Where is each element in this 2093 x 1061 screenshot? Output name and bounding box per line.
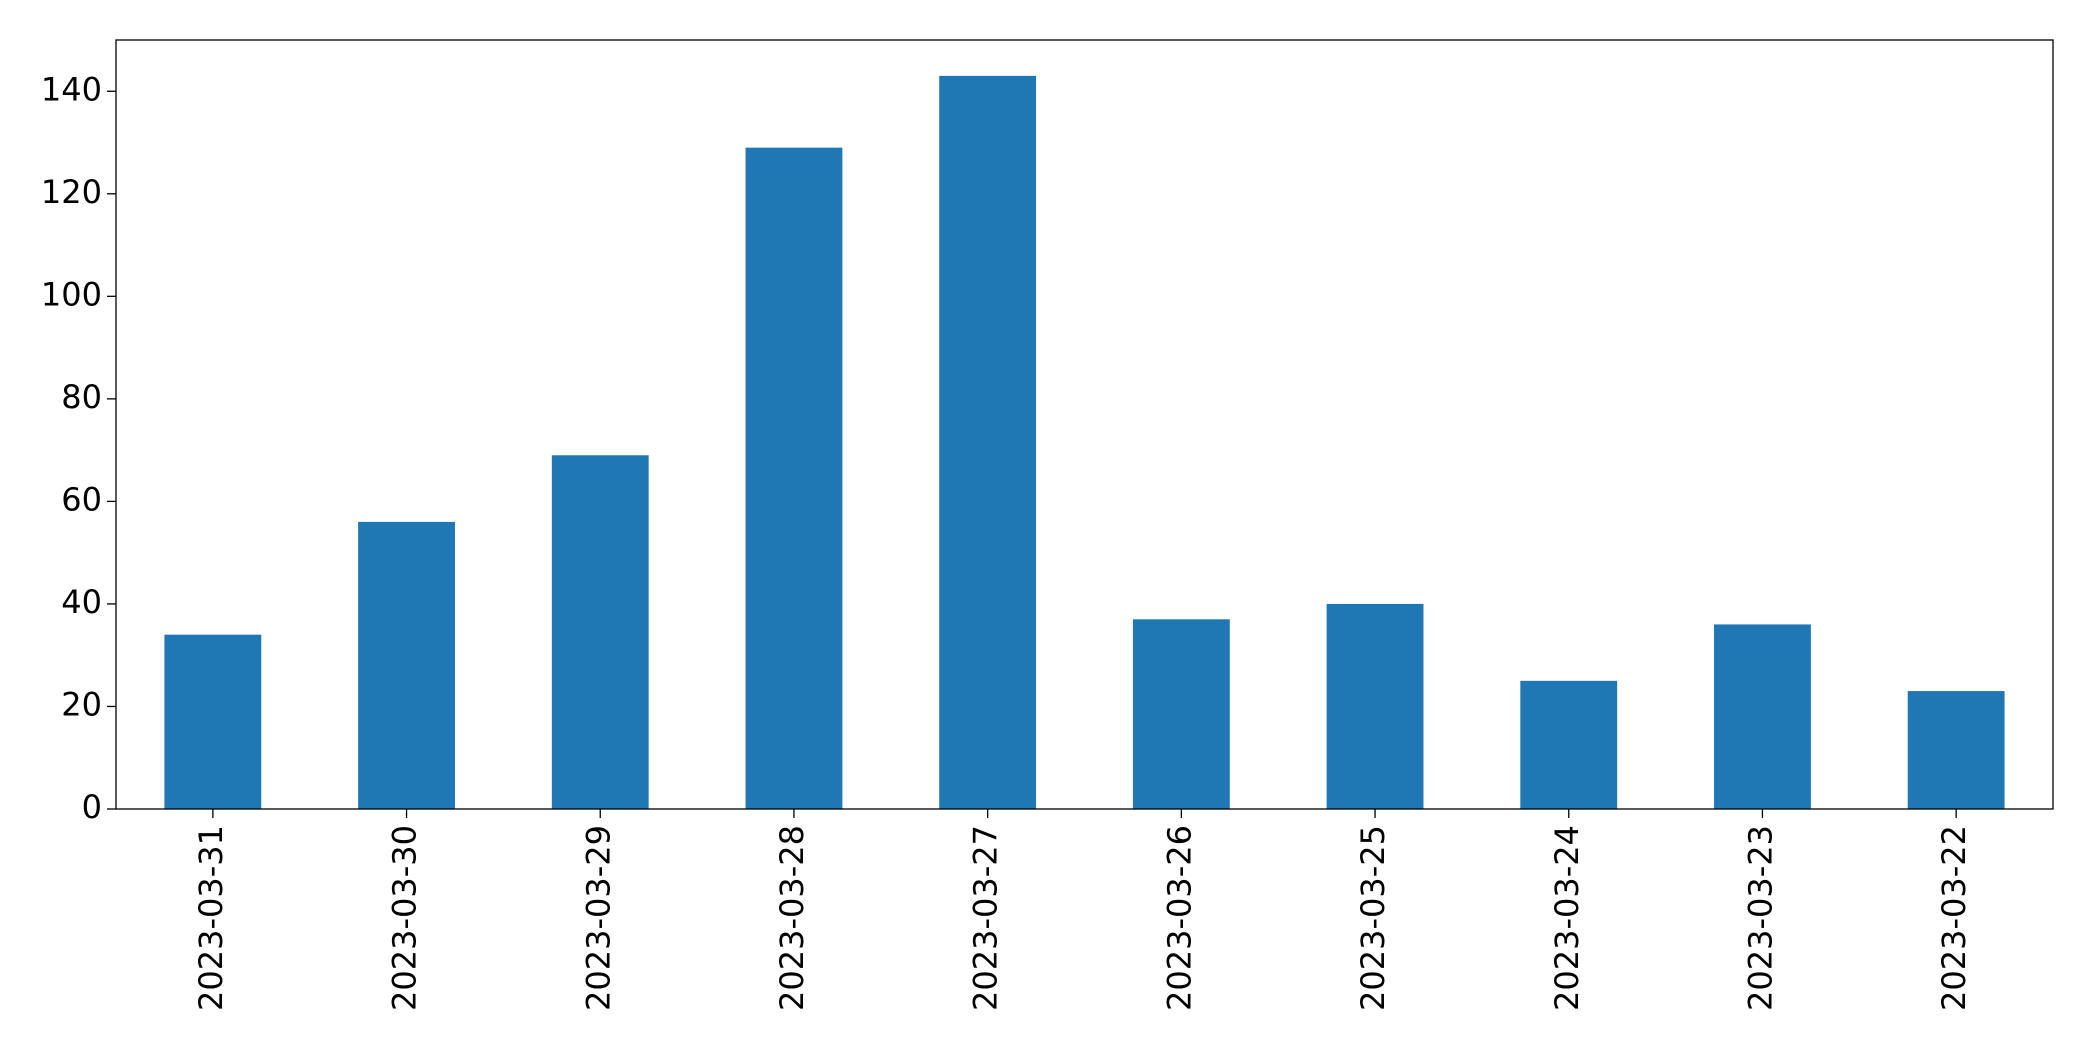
bar [1520,680,1618,809]
bar [939,75,1037,810]
y-tick-label: 0 [82,788,102,826]
x-tick-label: 2023-03-25 [1354,825,1392,1011]
x-tick-label: 2023-03-23 [1741,825,1779,1011]
x-tick-label: 2023-03-29 [579,825,617,1011]
x-tick-label: 2023-03-26 [1160,825,1198,1011]
y-tick-label: 80 [61,378,102,416]
x-tick-label: 2023-03-30 [386,825,424,1011]
bar [164,634,262,809]
y-tick-label: 60 [61,480,102,518]
y-tick-label: 20 [61,685,102,723]
bar [1907,691,2005,809]
bar [1132,619,1230,809]
x-tick-label: 2023-03-28 [773,825,811,1011]
x-tick-label: 2023-03-31 [192,825,230,1011]
bar [551,455,649,809]
bar [745,147,843,809]
x-tick-label: 2023-03-22 [1935,825,1973,1011]
bar [1714,624,1811,809]
y-tick-label: 100 [41,275,102,313]
plot-frame [115,39,2054,810]
bar [1326,603,1424,809]
bar [358,521,455,809]
y-tick-label: 140 [41,70,102,108]
x-tick-label: 2023-03-27 [967,825,1005,1011]
y-tick-label: 40 [61,583,102,621]
x-tick-label: 2023-03-24 [1548,825,1586,1011]
y-tick-label: 120 [41,173,102,211]
